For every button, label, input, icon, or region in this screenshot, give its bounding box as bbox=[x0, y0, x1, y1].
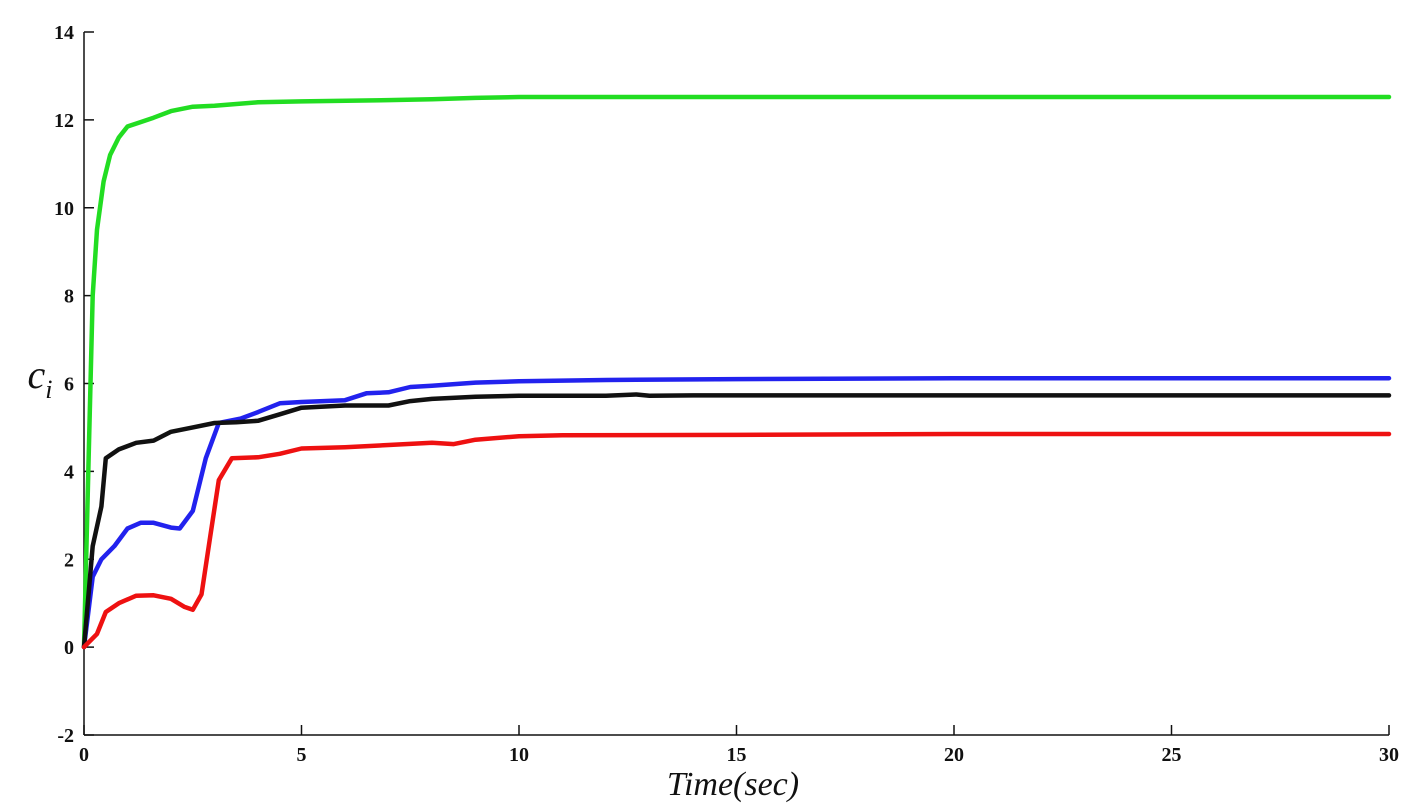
axis-labels: Time(sec) ci bbox=[28, 352, 800, 803]
series-line-3 bbox=[81, 392, 1392, 650]
x-tick-label: 30 bbox=[1379, 744, 1399, 766]
y-tick-label: 10 bbox=[54, 198, 74, 220]
x-tick-label: 0 bbox=[79, 744, 89, 766]
x-axis-title: Time(sec) bbox=[667, 766, 799, 803]
y-axis-title-subscript: i bbox=[45, 375, 52, 404]
x-tick-label: 25 bbox=[1162, 744, 1182, 766]
y-axis-title: ci bbox=[28, 352, 53, 404]
x-tick-label: 15 bbox=[727, 744, 747, 766]
series-group bbox=[81, 94, 1392, 650]
y-tick-label: 12 bbox=[54, 110, 74, 132]
y-tick-label: 0 bbox=[64, 637, 74, 659]
x-tick-label: 20 bbox=[944, 744, 964, 766]
y-tick-label: 6 bbox=[64, 374, 74, 396]
y-tick-label: 8 bbox=[64, 286, 74, 308]
x-tick-label: 10 bbox=[509, 744, 529, 766]
series-line-4 bbox=[81, 431, 1392, 650]
y-tick-label: 14 bbox=[54, 22, 74, 44]
y-tick-label: 4 bbox=[64, 461, 74, 483]
series-line-2 bbox=[81, 375, 1392, 650]
y-axis-title-main: c bbox=[28, 352, 46, 397]
series-line-1 bbox=[81, 94, 1392, 650]
y-tick-label: 2 bbox=[64, 549, 74, 571]
y-tick-label: -2 bbox=[57, 725, 74, 747]
x-tick-label: 5 bbox=[297, 744, 307, 766]
